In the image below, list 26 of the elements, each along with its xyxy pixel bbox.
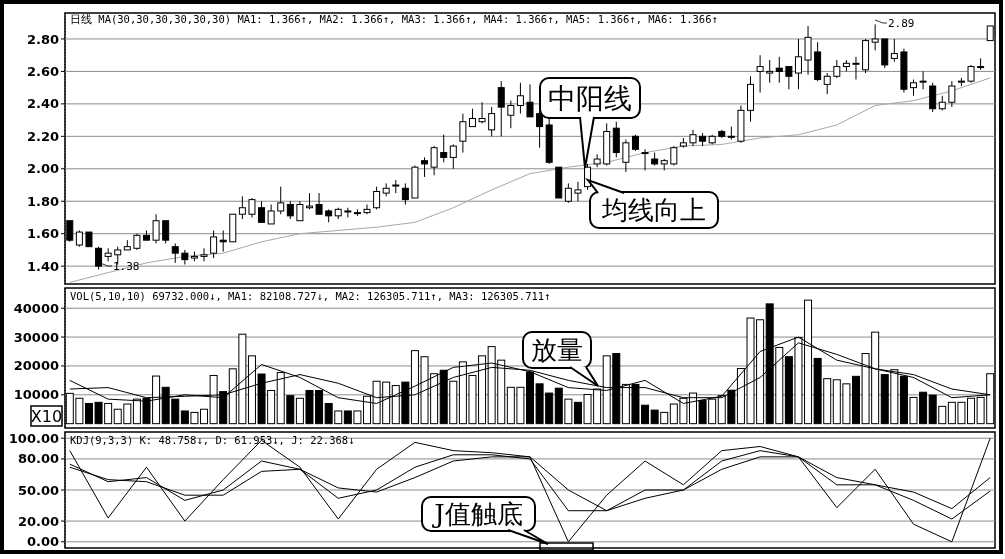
y-tick-label: 10000 [13, 387, 59, 403]
annotation: KDJ(9,3,3) K: 48.758↓, D: 61.953↓, J: 22.368↓ [70, 434, 355, 447]
y-tick-label: 2.00 [26, 161, 59, 177]
annotation: 中阳线 [548, 82, 632, 116]
y-tick-label: 50.00 [17, 482, 59, 498]
annotation: J值触底 [431, 499, 523, 530]
y-tick-label: 40000 [13, 300, 59, 316]
annotation: 放量 [531, 335, 583, 366]
annotation: 1.38 [113, 259, 140, 273]
y-tick-label: 80.00 [17, 451, 59, 467]
y-tick-label: 1.60 [26, 226, 59, 242]
annotation: 均线向上 [601, 195, 706, 226]
y-tick-label: 30000 [13, 329, 59, 345]
y-tick-label: 20000 [13, 358, 59, 374]
annotation: 日线 MA(30,30,30,30,30,30) MA1: 1.366↑, MA2: 1.366↑, MA3: 1.366↑, MA4: 1.366↑, MA5: 1.366↑, MA6: 1.366↑ [70, 13, 718, 26]
y-tick-label: 100.00 [8, 430, 59, 446]
y-tick-label: 2.20 [26, 128, 59, 144]
y-tick-label: 1.80 [26, 193, 59, 209]
y-tick-label: 0.00 [26, 534, 59, 550]
annotation: 2.89 [888, 16, 915, 30]
y-tick-label: 2.80 [26, 31, 59, 47]
y-tick-label: 1.40 [26, 258, 59, 274]
y-tick-label: 2.40 [26, 96, 59, 112]
y-tick-label: 2.60 [26, 63, 59, 79]
y-tick-label: 20.00 [17, 513, 59, 529]
annotation: VOL(5,10,10) 69732.000↓, MA1: 82108.727↓, MA2: 126305.711↑, MA3: 126305.711↑ [70, 290, 551, 303]
